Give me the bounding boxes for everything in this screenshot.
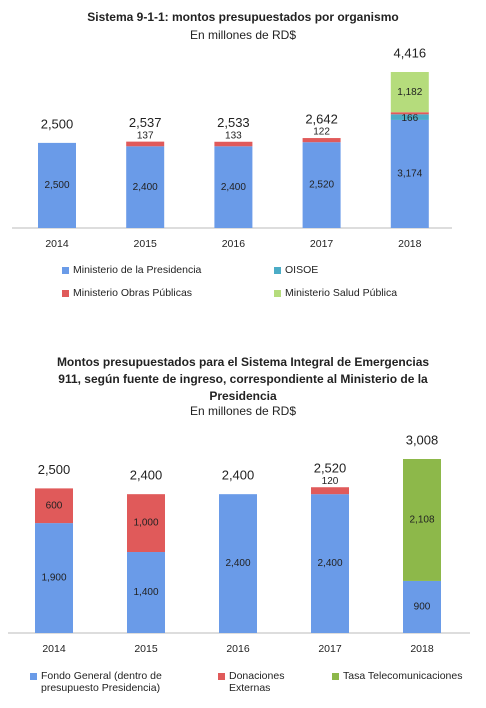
legend-label: Tasa Telecomunicaciones [343, 670, 463, 682]
total-label: 2,500 [41, 116, 74, 131]
bar-segment [390, 72, 429, 113]
x-tick-label: 2017 [310, 238, 334, 250]
legend-label: Ministerio Salud Pública [285, 287, 398, 299]
legend-swatch [274, 267, 281, 274]
total-label: 2,537 [129, 115, 162, 130]
legend-item: Tasa Telecomunicaciones [332, 670, 472, 682]
bar-segment [390, 112, 429, 115]
legend-item: Fondo General (dentro de presupuesto Pre… [30, 670, 210, 694]
bar-segment [403, 459, 441, 581]
total-label: 2,642 [305, 111, 338, 126]
legend-label: Donaciones Externas [229, 670, 285, 694]
data-label: 1,182 [397, 87, 422, 98]
bar-segment [126, 141, 165, 147]
legend-item: Donaciones Externas [218, 670, 328, 694]
legend-swatch [332, 673, 339, 680]
legend-item: Ministerio Obras Públicas [62, 287, 262, 299]
legend-swatch [218, 673, 225, 680]
bar-segment [214, 146, 253, 228]
data-label: 600 [46, 500, 63, 511]
data-label: 3,174 [397, 169, 422, 180]
data-label: 2,400 [133, 182, 158, 193]
legend-swatch [62, 290, 69, 297]
total-label: 2,400 [130, 468, 163, 483]
chart-title: Sistema 9-1-1: montos presupuestados por… [87, 10, 399, 24]
bar-segment [35, 523, 73, 633]
data-label: 2,400 [221, 182, 246, 193]
data-label: 1,000 [133, 518, 158, 529]
data-label: 122 [313, 127, 330, 138]
legend-label: Ministerio Obras Públicas [73, 287, 193, 299]
bar-segment [126, 146, 165, 228]
total-label: 2,400 [222, 468, 255, 483]
data-label: 2,400 [225, 558, 250, 569]
legend-label: Ministerio de la Presidencia [73, 264, 202, 276]
bar-segment [403, 580, 441, 633]
chart-subtitle: En millones de RD$ [189, 28, 297, 42]
bar-segment [219, 494, 257, 633]
chart: 1,900 600 2,500 2014 1,400 1,000 2,400 2015 2,40… [8, 432, 470, 655]
data-label: 137 [137, 130, 154, 141]
legend-item: Ministerio Salud Pública [274, 287, 474, 299]
total-label: 3,008 [406, 432, 439, 447]
chart: 2,5002,50020142,4001372,53720152,4001332… [12, 45, 452, 250]
legend-item: OISOE [274, 264, 474, 276]
data-label: 133 [225, 130, 242, 141]
data-label: 2,500 [44, 180, 69, 191]
bar-segment [35, 488, 73, 524]
data-label: 2,400 [317, 558, 342, 569]
total-label: 4,416 [394, 45, 427, 60]
x-tick-label: 2015 [134, 238, 158, 250]
bar-segment [214, 141, 253, 147]
data-label: 1,400 [133, 587, 158, 598]
total-label: 2,533 [217, 115, 250, 130]
bar-segment [302, 142, 341, 228]
bar-segment [311, 494, 349, 633]
bar-segment [127, 494, 165, 553]
x-tick-label: 2015 [134, 643, 158, 655]
total-label: 2,520 [314, 461, 347, 476]
x-tick-label: 2017 [318, 643, 342, 655]
x-tick-label: 2018 [398, 238, 422, 250]
bar-segment [38, 142, 76, 228]
legend-swatch [62, 267, 69, 274]
bar-segment [302, 138, 341, 143]
x-tick-label: 2014 [42, 643, 66, 655]
chart-subtitle: En millones de RD$ [189, 404, 297, 418]
legend-item: Ministerio de la Presidencia [62, 264, 262, 276]
total-label: 2,500 [38, 462, 71, 477]
x-tick-label: 2016 [222, 238, 246, 250]
data-label: 120 [322, 476, 339, 487]
bar-segment [311, 487, 349, 495]
data-label: 166 [401, 113, 418, 124]
legend-label: OISOE [285, 264, 319, 276]
legend-label: Fondo General (dentro de presupuesto Pre… [41, 670, 162, 694]
bar-segment [127, 552, 165, 633]
data-label: 900 [414, 602, 431, 613]
legend-swatch [274, 290, 281, 297]
chart-title: Montos presupuestados para el Sistema In… [56, 355, 430, 403]
data-label: 2,108 [409, 515, 434, 526]
bar-segment [390, 119, 429, 228]
bar-segment [390, 114, 429, 120]
data-label: 2,520 [309, 180, 334, 191]
x-tick-label: 2018 [410, 643, 434, 655]
x-tick-label: 2014 [45, 238, 69, 250]
legend-swatch [30, 673, 37, 680]
x-tick-label: 2016 [226, 643, 250, 655]
data-label: 1,900 [41, 573, 66, 584]
